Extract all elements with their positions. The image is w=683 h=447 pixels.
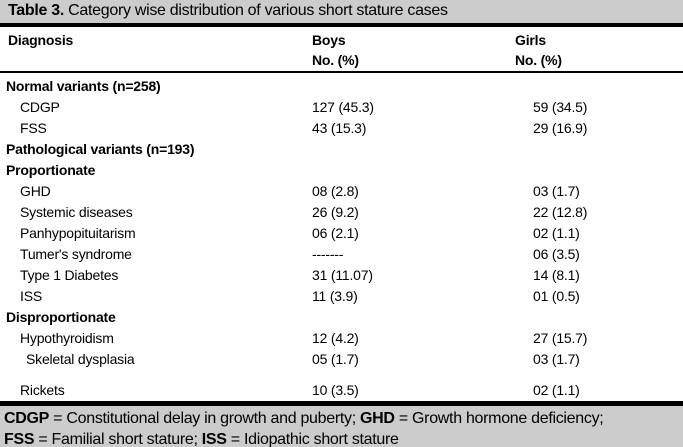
diagnosis-cell: Skeletal dysplasia xyxy=(26,351,135,367)
boys-value-cell xyxy=(310,76,515,97)
diagnosis-cell: Systemic diseases xyxy=(20,204,133,220)
boys-value-cell xyxy=(310,160,515,181)
diagnosis-cell: Proportionate xyxy=(6,162,96,178)
table-footnote: CDGP = Constitutional delay in growth an… xyxy=(0,401,683,447)
table-row: CDGP 127 (45.3) 59 (34.5) xyxy=(0,97,683,118)
col-header-boys: Boys No. (%) xyxy=(310,30,515,71)
footnote-definition: = Familial short stature; xyxy=(34,431,202,447)
boys-value-cell: 08 (2.8) xyxy=(312,183,359,199)
footnote-abbreviation: FSS xyxy=(4,431,35,447)
table-row: Skeletal dysplasia 05 (1.7) 03 (1.7) xyxy=(0,349,683,370)
col-header-boys-label: Boys xyxy=(312,32,346,48)
diagnosis-cell: Normal variants (n=258) xyxy=(6,78,161,94)
girls-value-cell xyxy=(515,76,683,97)
boys-value-cell: ------- xyxy=(312,246,344,262)
girls-value-cell xyxy=(515,160,683,181)
diagnosis-cell: Type 1 Diabetes xyxy=(20,267,119,283)
boys-value-cell: 31 (11.07) xyxy=(312,267,373,283)
girls-value-cell: 27 (15.7) xyxy=(533,330,588,346)
boys-value-cell xyxy=(310,307,515,328)
girls-value-cell: 03 (1.7) xyxy=(533,183,580,199)
girls-value-cell: 59 (34.5) xyxy=(533,99,588,115)
diagnosis-cell: Disproportionate xyxy=(6,309,116,325)
table-row: Pathological variants (n=193) xyxy=(0,139,683,160)
table-row: Panhypopituitarism 06 (2.1) 02 (1.1) xyxy=(0,223,683,244)
boys-value-cell: 127 (45.3) xyxy=(312,99,374,115)
girls-value-cell: 01 (0.5) xyxy=(533,288,580,304)
diagnosis-cell: ISS xyxy=(20,288,42,304)
girls-value-cell: 14 (8.1) xyxy=(533,267,580,283)
col-header-diagnosis: Diagnosis xyxy=(8,32,74,48)
footnote-line-1: CDGP = Constitutional delay in growth an… xyxy=(4,408,677,429)
girls-value-cell: 02 (1.1) xyxy=(533,225,580,241)
table-row: Rickets 10 (3.5) 02 (1.1) xyxy=(0,380,683,401)
footnote-abbreviation: ISS xyxy=(201,431,227,447)
footnote-definition: = Growth hormone deficiency; xyxy=(394,410,604,427)
table-row: Proportionate xyxy=(0,160,683,181)
girls-value-cell: 02 (1.1) xyxy=(533,382,580,398)
boys-value-cell: 05 (1.7) xyxy=(312,351,359,367)
girls-value-cell: 29 (16.9) xyxy=(533,120,588,136)
girls-value-cell xyxy=(515,139,683,160)
girls-value-cell xyxy=(515,307,683,328)
table-row: Hypothyroidism 12 (4.2) 27 (15.7) xyxy=(0,328,683,349)
girls-value-cell: 22 (12.8) xyxy=(533,204,588,220)
boys-value-cell xyxy=(310,139,515,160)
table-row: Disproportionate xyxy=(0,307,683,328)
footnote-abbreviation: GHD xyxy=(360,410,395,427)
boys-value-cell: 12 (4.2) xyxy=(312,330,359,346)
table-title: Table 3. Category wise distribution of v… xyxy=(0,0,683,27)
table-row: Tumer's syndrome ------- 06 (3.5) xyxy=(0,244,683,265)
col-header-girls: Girls No. (%) xyxy=(515,30,683,71)
boys-value-cell: 06 (2.1) xyxy=(312,225,359,241)
col-header-girls-unit: No. (%) xyxy=(515,52,562,68)
footnote-definition: = Idiopathic short stature xyxy=(226,431,399,447)
boys-value-cell: 43 (15.3) xyxy=(312,120,367,136)
diagnosis-cell: GHD xyxy=(20,183,51,199)
table-row: GHD 08 (2.8) 03 (1.7) xyxy=(0,181,683,202)
table-row: FSS 43 (15.3) 29 (16.9) xyxy=(0,118,683,139)
table-header-row: Diagnosis Boys No. (%) Girls No. (%) xyxy=(0,27,683,73)
table-row: Type 1 Diabetes 31 (11.07) 14 (8.1) xyxy=(0,265,683,286)
girls-value-cell: 06 (3.5) xyxy=(533,246,580,262)
diagnosis-cell: Rickets xyxy=(20,382,65,398)
diagnosis-cell: FSS xyxy=(20,120,47,136)
col-header-girls-label: Girls xyxy=(515,32,546,48)
table-row: ISS 11 (3.9) 01 (0.5) xyxy=(0,286,683,307)
diagnosis-cell: CDGP xyxy=(20,99,60,115)
col-header-boys-unit: No. (%) xyxy=(312,52,359,68)
boys-value-cell: 11 (3.9) xyxy=(312,288,358,304)
footnote-definition: = Constitutional delay in growth and pub… xyxy=(49,410,361,427)
table-number: Table 3. xyxy=(8,2,64,19)
footnote-line-2: FSS = Familial short stature; ISS = Idio… xyxy=(4,429,677,447)
diagnosis-cell: Tumer's syndrome xyxy=(20,246,132,262)
table-row: Systemic diseases 26 (9.2) 22 (12.8) xyxy=(0,202,683,223)
girls-value-cell: 03 (1.7) xyxy=(533,351,580,367)
boys-value-cell: 10 (3.5) xyxy=(312,382,359,398)
diagnosis-cell: Hypothyroidism xyxy=(20,330,114,346)
diagnosis-cell: Panhypopituitarism xyxy=(20,225,136,241)
boys-value-cell: 26 (9.2) xyxy=(312,204,359,220)
table-row: Normal variants (n=258) xyxy=(0,76,683,97)
table-body: Normal variants (n=258) CDGP 127 (45.3) 59 … xyxy=(0,73,683,401)
diagnosis-cell: Pathological variants (n=193) xyxy=(6,141,195,157)
table-caption: Category wise distribution of various sh… xyxy=(64,2,448,19)
footnote-abbreviation: CDGP xyxy=(4,410,50,427)
